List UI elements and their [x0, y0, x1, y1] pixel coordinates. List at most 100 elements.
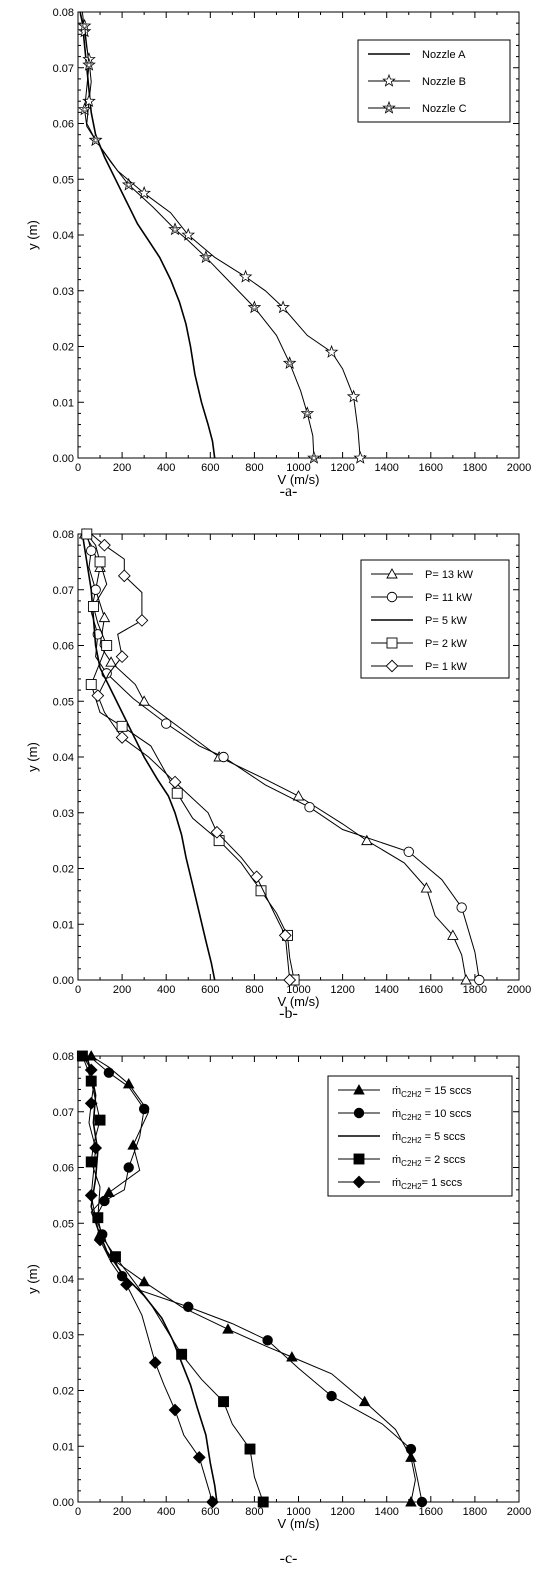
legend-marker — [382, 100, 396, 114]
legend-marker — [353, 1084, 365, 1095]
series-point — [101, 640, 113, 651]
series-point — [87, 601, 99, 612]
series-point — [282, 356, 297, 370]
legend-entry-label: ṁC2H2 = 15 sccs — [392, 1085, 472, 1099]
y-tick-label: 0.01 — [53, 1441, 74, 1453]
y-tick-label: 0.03 — [53, 808, 74, 820]
x-tick-label: 1400 — [374, 1506, 398, 1518]
series-4 — [76, 1050, 269, 1508]
series-point — [307, 450, 321, 464]
series-point — [84, 1063, 98, 1077]
series-point — [89, 1141, 103, 1155]
y-tick-label: 0.01 — [53, 397, 74, 409]
series-point — [98, 538, 111, 552]
series-point — [353, 450, 368, 464]
x-axis-label: V (m/s) — [278, 1516, 320, 1531]
legend-marker — [353, 1153, 365, 1165]
legend-marker — [352, 1175, 366, 1189]
y-tick-label: 0.03 — [53, 286, 74, 298]
series-point — [199, 250, 213, 264]
x-tick-label: 1200 — [330, 1506, 354, 1518]
y-tick-label: 0.05 — [53, 1218, 74, 1230]
y-tick-label: 0.01 — [53, 919, 74, 931]
series-point — [250, 870, 263, 884]
y-tick-label: 0.06 — [53, 641, 74, 653]
legend-marker — [386, 637, 398, 649]
x-tick-label: 1800 — [463, 984, 487, 996]
series-point — [110, 1251, 121, 1263]
legend-marker — [353, 1107, 365, 1119]
series-3 — [81, 533, 216, 981]
x-tick-label: 800 — [245, 984, 263, 996]
series-line — [81, 11, 361, 459]
series-point — [176, 1348, 188, 1360]
series-2 — [86, 533, 485, 986]
y-axis-label: y (m) — [25, 742, 40, 772]
legend-entry-label: ṁC2H2 = 5 sccs — [392, 1131, 466, 1145]
y-tick-label: 0.06 — [53, 119, 74, 131]
series-point — [262, 1335, 273, 1346]
series-point — [244, 1443, 256, 1455]
series-point — [183, 1301, 194, 1313]
series-point — [286, 1351, 298, 1362]
panel-caption: -c- — [280, 1550, 298, 1567]
legend-entry-label: ṁC2H2= 1 sccs — [392, 1177, 463, 1191]
legend-entry-label: P= 13 kW — [425, 569, 474, 581]
y-axis-label: y (m) — [25, 220, 40, 250]
x-tick-label: 0 — [75, 462, 81, 474]
series-point — [93, 1233, 107, 1247]
x-tick-label: 600 — [201, 1506, 219, 1518]
series-point — [103, 1067, 115, 1078]
series-point — [168, 222, 182, 236]
series-point — [403, 846, 414, 857]
series-point — [123, 1162, 134, 1173]
x-tick-label: 1800 — [463, 462, 487, 474]
legend-entry-label: P= 5 kW — [425, 615, 467, 627]
legend-entry-label: Nozzle A — [422, 49, 466, 61]
series-point — [76, 1050, 88, 1062]
series-point — [474, 974, 485, 986]
x-tick-label: 0 — [75, 1506, 81, 1518]
series-point — [85, 1156, 97, 1168]
series-point — [105, 656, 117, 667]
series-point — [81, 528, 93, 540]
series-point — [160, 718, 172, 729]
series-point — [91, 689, 105, 703]
y-tick-label: 0.06 — [53, 1163, 74, 1175]
series-point — [346, 389, 361, 403]
x-tick-label: 200 — [113, 984, 131, 996]
series-point — [121, 177, 136, 191]
series-point — [137, 186, 151, 199]
legend-entry-label: ṁC2H2 = 10 sccs — [392, 1108, 472, 1122]
y-tick-label: 0.05 — [53, 174, 74, 186]
x-axis-label: V (m/s) — [278, 472, 320, 487]
x-tick-label: 200 — [113, 462, 131, 474]
x-tick-label: 0 — [75, 984, 81, 996]
series-point — [86, 545, 97, 556]
series-point — [115, 731, 129, 744]
chart-panel-2: 0 200 400 600 800 1000 1200 1400 1600 1800 2000 0.0… — [25, 528, 531, 1022]
x-tick-label: 1400 — [374, 462, 398, 474]
x-tick-label: 1800 — [463, 1506, 487, 1518]
panel-caption: -a- — [280, 483, 298, 500]
x-tick-label: 1000 — [286, 462, 310, 474]
x-tick-label: 1200 — [330, 984, 354, 996]
x-tick-label: 400 — [157, 462, 175, 474]
legend-entry-label: Nozzle C — [422, 103, 467, 115]
legend: ṁC2H2 = 15 sccs ṁC2H2 = 10 sccs ṁC2H2 = 5 … — [327, 1075, 513, 1197]
series-point — [257, 1496, 269, 1508]
chart-panel-1: 0 200 400 600 800 1000 1200 1400 1600 1800 2000 0.0… — [25, 7, 531, 500]
series-point — [168, 1403, 182, 1417]
y-tick-label: 0.08 — [53, 1051, 74, 1063]
series-point — [116, 720, 128, 732]
series-point — [247, 300, 262, 314]
series-point — [292, 790, 305, 801]
y-tick-label: 0.04 — [53, 230, 74, 242]
series-point — [77, 24, 92, 38]
series-point — [98, 611, 111, 623]
series-point — [138, 1103, 150, 1115]
series-point — [82, 57, 96, 71]
x-tick-label: 1600 — [419, 462, 443, 474]
series-point — [181, 227, 196, 241]
